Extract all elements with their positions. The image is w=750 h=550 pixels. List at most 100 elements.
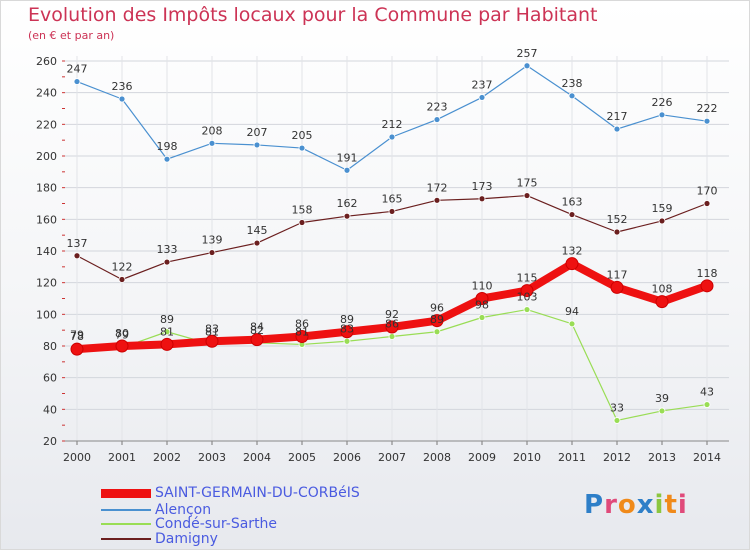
data-point-1-2012 [613,125,621,133]
data-point-0-2007 [385,320,399,334]
data-point-1-2014 [703,117,711,125]
data-label-2-2011: 94 [565,305,579,318]
data-point-0-2008 [430,314,444,328]
data-label-1-2008: 223 [427,101,448,114]
data-label-2-2014: 43 [700,386,714,399]
legend-label: Condé-sur-Sarthe [155,516,278,532]
data-point-0-2005 [295,330,309,343]
legend-label: SAINT-GERMAIN-DU-CORBéIS [155,485,360,501]
y-tick-label-20: 20 [43,435,57,448]
data-label-2-2006: 83 [340,322,354,335]
data-label-0-2013: 108 [652,283,673,296]
data-point-1-2002 [163,155,171,163]
data-label-1-2012: 217 [607,110,628,123]
data-point-3-2000 [73,252,81,260]
x-tick-label-2005: 2005 [288,451,316,464]
logo-letter: t [664,490,678,520]
data-label-1-2010: 257 [517,47,538,60]
data-point-2-2012 [613,417,621,424]
y-tick-label-240: 240 [36,87,57,100]
data-point-1-2009 [478,94,486,101]
data-label-2-2008: 89 [430,313,444,326]
data-point-3-2013 [658,217,666,225]
data-label-2-2009: 98 [475,299,489,312]
data-label-1-2003: 208 [202,124,223,137]
logo-letter: x [636,490,655,520]
legend-swatch [101,488,151,498]
y-tick-label-100: 100 [36,308,57,321]
data-label-0-2002: 81 [160,325,174,338]
data-label-0-2005: 86 [295,318,309,331]
x-tick-label-2010: 2010 [513,451,541,464]
x-tick-label-2000: 2000 [63,451,91,464]
data-point-3-2007 [388,208,396,215]
x-tick-label-2006: 2006 [333,451,361,464]
data-label-3-2011: 163 [562,196,583,209]
data-point-1-2006 [343,166,351,174]
data-label-0-2012: 117 [607,268,628,281]
chart-title: Evolution des Impôts locaux pour la Comm… [28,4,598,26]
data-label-0-2009: 110 [472,280,493,293]
data-point-3-2010 [523,192,531,199]
data-label-3-2005: 158 [292,204,313,217]
logo-letter: i [654,490,665,520]
data-label-0-2000: 78 [70,330,84,343]
y-tick-label-200: 200 [36,150,57,163]
data-label-2-2004: 82 [250,324,264,337]
data-point-1-2005 [298,144,306,152]
data-label-1-2006: 191 [337,151,358,164]
y-tick-label-220: 220 [36,118,57,131]
chart-subtitle: (en € et par an) [28,29,115,42]
x-tick-label-2004: 2004 [243,451,271,464]
data-label-3-2014: 170 [697,185,718,198]
data-label-1-2002: 198 [157,140,178,153]
data-point-3-2001 [118,276,126,283]
data-label-1-2011: 238 [562,77,583,90]
x-tick-label-2002: 2002 [153,451,181,464]
data-point-1-2003 [208,139,216,147]
data-point-3-2002 [163,258,171,266]
legend-label: Alençon [155,502,212,518]
data-label-3-2009: 173 [472,180,493,193]
data-point-2-2006 [343,337,351,345]
data-label-2-2013: 39 [655,392,669,405]
data-point-3-2014 [703,200,711,207]
data-label-3-2013: 159 [652,202,673,215]
data-point-1-2007 [388,133,396,141]
legend-swatch [101,538,151,540]
proxiti-logo[interactable]: Proxiti [584,490,688,520]
data-label-0-2010: 115 [517,272,538,285]
data-label-2-2003: 81 [205,325,219,338]
data-label-3-2008: 172 [427,181,448,194]
data-point-0-2014 [700,279,714,293]
data-point-3-2011 [568,211,576,218]
data-point-0-2011 [565,257,579,271]
data-label-3-2007: 165 [382,192,403,205]
data-label-2-2010: 103 [517,291,538,304]
x-tick-label-2008: 2008 [423,451,451,464]
data-label-2-2001: 79 [115,329,129,342]
data-point-2-2008 [433,328,441,336]
data-label-3-2006: 162 [337,197,358,210]
data-point-0-2000 [70,342,84,356]
data-label-1-2004: 207 [247,126,268,139]
legend-swatch [101,523,151,525]
data-label-2-2002: 89 [160,313,174,326]
x-tick-label-2007: 2007 [378,451,406,464]
data-point-1-2004 [253,141,261,149]
data-point-2-2010 [523,306,531,313]
data-point-2-2013 [658,407,666,415]
data-point-0-2013 [655,295,669,309]
y-tick-label-120: 120 [36,277,57,290]
data-label-2-2007: 86 [385,318,399,331]
y-tick-label-40: 40 [43,403,57,416]
data-label-0-2001: 80 [115,327,129,340]
y-tick-label-160: 160 [36,213,57,226]
x-tick-label-2003: 2003 [198,451,226,464]
data-label-1-2009: 237 [472,78,493,91]
data-point-3-2006 [343,212,351,220]
y-tick-label-260: 260 [36,55,57,68]
legend-swatch [101,509,151,511]
data-label-0-2006: 89 [340,313,354,326]
